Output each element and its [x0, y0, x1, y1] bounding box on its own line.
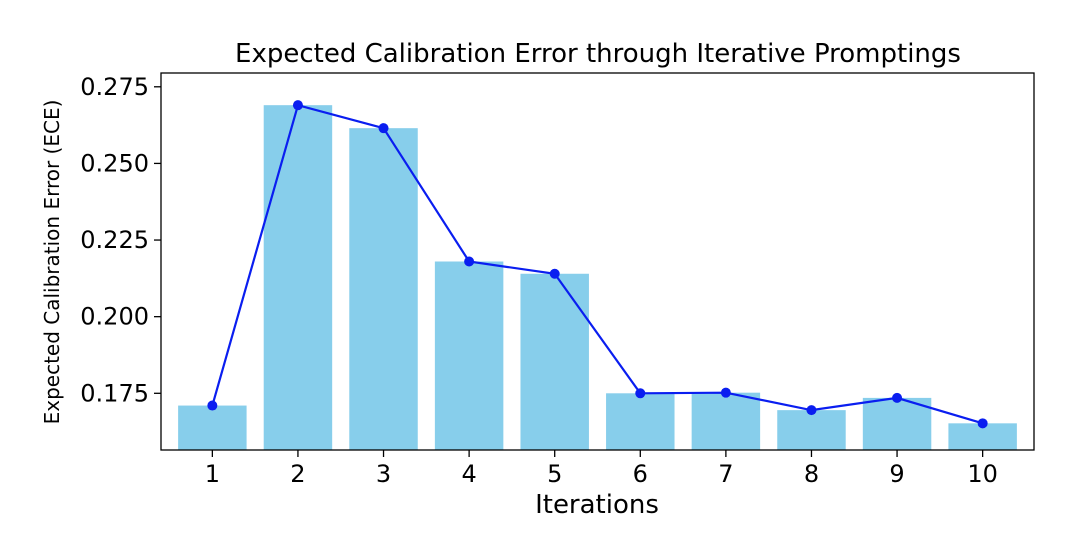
x-tick-label-10: 10: [967, 460, 998, 488]
bar-3: [349, 128, 418, 451]
x-tick-label-6: 6: [633, 460, 648, 488]
y-tick-label-0.200: 0.200: [80, 303, 149, 331]
bars-group: [178, 105, 1017, 451]
bar-2: [263, 105, 333, 451]
x-axis-label: Iterations: [535, 490, 659, 520]
point-10: [977, 418, 988, 429]
y-tick-label-0.225: 0.225: [80, 226, 149, 254]
x-tick-label-4: 4: [461, 460, 476, 488]
x-tick-label-8: 8: [804, 460, 819, 488]
point-8: [806, 405, 817, 416]
y-tick-label-0.250: 0.250: [80, 149, 149, 177]
x-tick-label-3: 3: [376, 460, 391, 488]
series-line: [211, 103, 983, 425]
y-ticks-group: 0.175 0.200 0.225 0.250 0.275: [80, 73, 161, 407]
point-6: [635, 388, 646, 399]
axes-group: [160, 72, 1035, 451]
bar-8: [777, 410, 846, 450]
bar-5: [520, 273, 589, 450]
point-3: [378, 123, 389, 134]
bar-7: [691, 392, 761, 450]
y-tick-label-0.275: 0.275: [80, 73, 149, 101]
y-axis-label: Expected Calibration Error (ECE): [40, 100, 64, 425]
bar-6: [606, 393, 675, 450]
point-1: [207, 400, 218, 411]
x-tick-label-5: 5: [547, 460, 562, 488]
point-9: [892, 392, 903, 403]
bar-1: [178, 405, 247, 450]
x-tick-label-7: 7: [718, 460, 733, 488]
bar-4: [434, 261, 504, 450]
x-tick-label-1: 1: [205, 460, 220, 488]
x-tick-label-2: 2: [290, 460, 305, 488]
bar-9: [862, 397, 932, 450]
chart-title: Expected Calibration Error through Itera…: [235, 39, 961, 69]
plot-frame: [160, 72, 1035, 451]
x-ticks-group: 1 2 3 4 5 6 7 8 9 10: [205, 450, 998, 488]
point-7: [720, 387, 731, 398]
point-5: [549, 268, 560, 279]
point-2: [292, 100, 303, 111]
x-tick-label-9: 9: [889, 460, 904, 488]
point-4: [464, 256, 475, 267]
line-series-group: [207, 100, 988, 429]
y-tick-label-0.175: 0.175: [80, 379, 149, 407]
